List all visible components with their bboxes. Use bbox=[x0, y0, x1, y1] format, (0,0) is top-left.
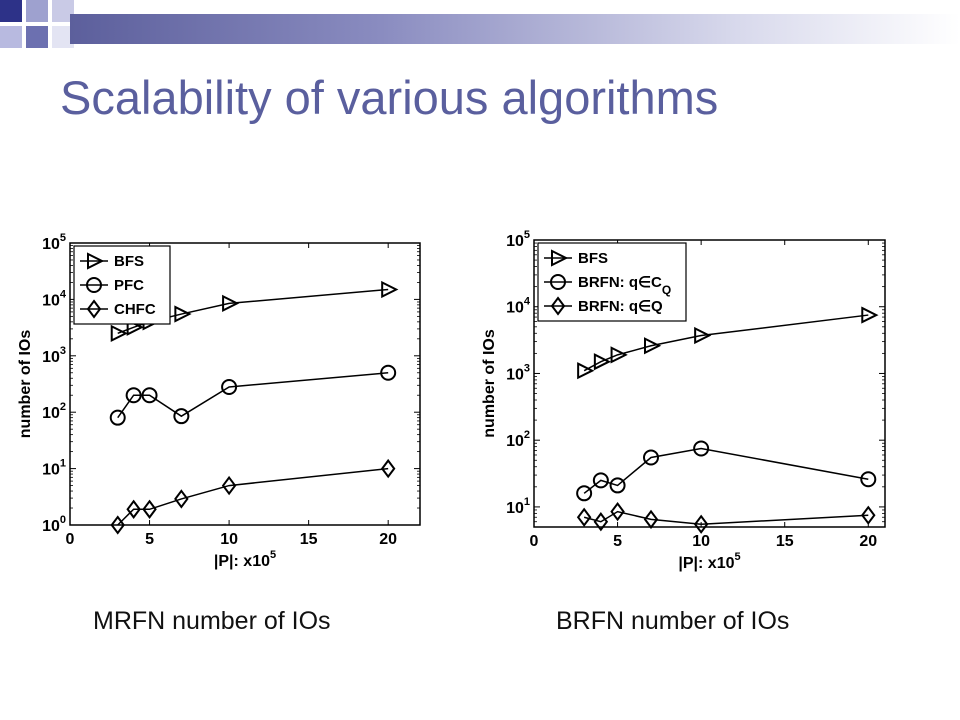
x-tick-label: 5 bbox=[145, 531, 154, 548]
data-point bbox=[861, 306, 879, 324]
data-point bbox=[576, 485, 593, 502]
data-point bbox=[610, 346, 628, 364]
data-point bbox=[381, 280, 399, 299]
y-tick-label: 104 bbox=[42, 288, 67, 309]
y-axis-label: number of IOs bbox=[17, 330, 34, 439]
data-point bbox=[109, 409, 126, 426]
data-point bbox=[644, 337, 662, 355]
data-point bbox=[221, 378, 238, 395]
brfn-chart: 0 5 10 15 20 101 102 103 104 105 |P|: x105 number o… bbox=[481, 229, 886, 572]
corner-decoration bbox=[0, 0, 74, 48]
data-point bbox=[576, 507, 592, 527]
data-point bbox=[174, 305, 192, 323]
legend-label: PFC bbox=[114, 277, 144, 294]
x-tick-label: 20 bbox=[379, 531, 397, 548]
legend-label: BRFN: q∈Q bbox=[578, 298, 663, 315]
x-tick-label: 15 bbox=[300, 531, 318, 548]
legend-marker bbox=[551, 249, 569, 267]
legend-marker bbox=[87, 252, 105, 270]
y-tick-label: 103 bbox=[42, 345, 66, 366]
data-point bbox=[694, 326, 712, 345]
data-point bbox=[174, 489, 189, 509]
data-point bbox=[125, 387, 142, 404]
legend-marker bbox=[86, 299, 102, 319]
data-point bbox=[610, 501, 625, 522]
y-tick-label: 103 bbox=[506, 362, 530, 383]
data-point bbox=[110, 324, 128, 342]
data-point bbox=[126, 499, 141, 519]
data-point bbox=[110, 515, 125, 535]
caption-mrfn: MRFN number of IOs bbox=[93, 607, 331, 635]
plot-frame bbox=[69, 242, 421, 526]
data-point bbox=[173, 408, 190, 425]
x-axis-label: |P|: x105 bbox=[214, 549, 276, 570]
legend-marker bbox=[550, 274, 566, 290]
data-point bbox=[577, 362, 595, 380]
data-point bbox=[222, 294, 240, 312]
data-point bbox=[592, 472, 609, 489]
x-axis-label: |P|: x105 bbox=[678, 551, 740, 572]
y-tick-label: 101 bbox=[42, 458, 66, 479]
data-point bbox=[593, 353, 612, 371]
caption-brfn: BRFN number of IOs bbox=[556, 607, 790, 635]
y-tick-label: 105 bbox=[42, 232, 66, 253]
data-point bbox=[860, 471, 877, 488]
x-tick-label: 10 bbox=[220, 531, 238, 548]
data-point bbox=[861, 505, 876, 525]
legend-label: BFS bbox=[578, 250, 608, 267]
data-point bbox=[141, 387, 158, 404]
legend-marker bbox=[86, 277, 102, 293]
legend-label: CHFC bbox=[114, 301, 156, 318]
series-line-2 bbox=[583, 447, 869, 494]
legend-label: BRFN: q∈CQ bbox=[578, 274, 671, 297]
series-line-1 bbox=[583, 314, 869, 372]
data-point bbox=[643, 449, 659, 466]
x-tick-label: 20 bbox=[859, 533, 877, 550]
data-point bbox=[693, 514, 709, 534]
y-tick-label: 100 bbox=[42, 514, 66, 535]
y-tick-label: 105 bbox=[506, 229, 530, 250]
y-axis-label: number of IOs bbox=[481, 329, 498, 438]
data-point bbox=[380, 364, 397, 381]
data-point bbox=[221, 475, 237, 496]
slide-title: Scalability of various algorithms bbox=[60, 71, 719, 124]
x-tick-label: 15 bbox=[776, 533, 794, 550]
series-line-3 bbox=[117, 467, 389, 526]
x-tick-label: 0 bbox=[530, 533, 539, 550]
y-tick-label: 102 bbox=[506, 429, 530, 450]
x-tick-label: 10 bbox=[692, 533, 710, 550]
mrfn-chart: 0 5 10 15 20 100 101 102 103 104 105 |P|: x105 numbe… bbox=[17, 232, 421, 570]
data-point bbox=[609, 477, 626, 494]
title-banner bbox=[70, 14, 960, 44]
y-tick-label: 102 bbox=[42, 401, 66, 422]
data-point bbox=[593, 512, 609, 532]
y-tick-label: 104 bbox=[506, 296, 531, 317]
legend-marker bbox=[550, 296, 566, 316]
data-point bbox=[643, 509, 659, 530]
data-point bbox=[693, 440, 710, 457]
series-line-2 bbox=[117, 372, 389, 419]
x-tick-label: 0 bbox=[66, 531, 75, 548]
series-line-3 bbox=[583, 510, 869, 525]
legend-label: BFS bbox=[114, 253, 144, 270]
x-tick-label: 5 bbox=[613, 533, 622, 550]
data-point bbox=[142, 499, 157, 519]
y-tick-label: 101 bbox=[506, 496, 530, 517]
data-point bbox=[380, 458, 396, 479]
